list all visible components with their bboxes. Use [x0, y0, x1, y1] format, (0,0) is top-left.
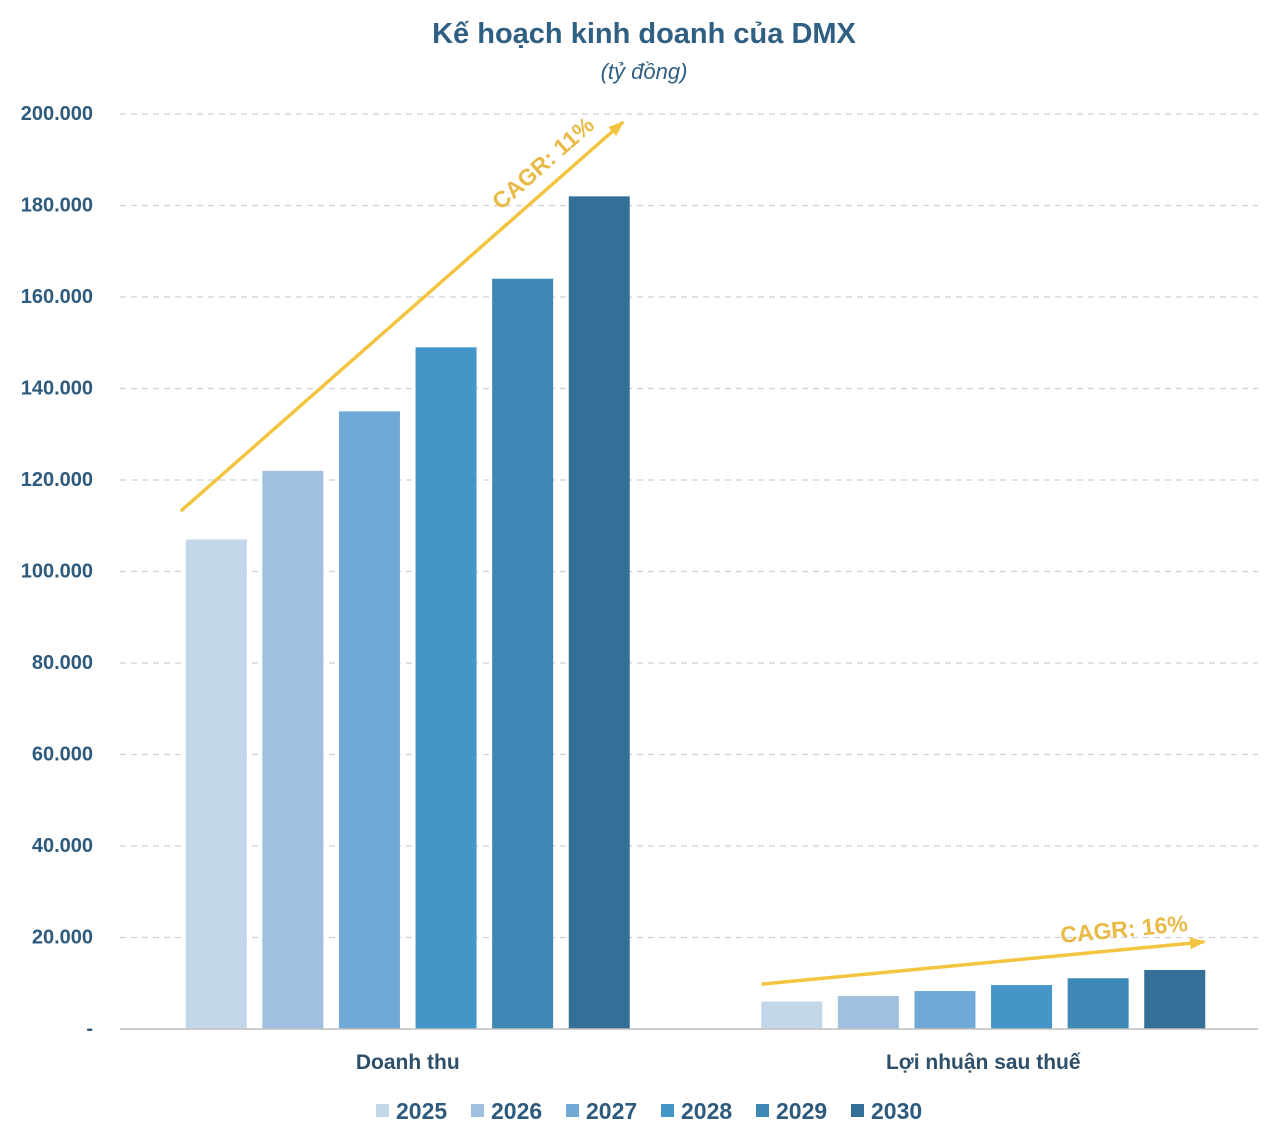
legend-swatch [851, 1104, 864, 1117]
bar-doanh-thu-2027 [338, 411, 400, 1029]
legend-item-2028: 2028 [661, 1098, 732, 1124]
bar-loi-nhuan-sau-thue-2026 [837, 996, 899, 1029]
y-tick-label: 100.000 [21, 561, 93, 583]
annotations: CAGR: 11% CAGR: 16% [180, 111, 1206, 986]
bar-loi-nhuan-sau-thue-2028 [991, 985, 1053, 1029]
cagr-arrow [761, 937, 1206, 986]
chart-subtitle: (tỷ đồng) [601, 59, 688, 84]
y-tick-label: 180.000 [21, 195, 93, 217]
bar-loi-nhuan-sau-thue-2027 [914, 991, 976, 1029]
y-tick-label: 20.000 [32, 927, 93, 949]
chart-title: Kế hoạch kinh doanh của DMX [432, 18, 856, 50]
bar-doanh-thu-2030 [568, 196, 630, 1030]
bar-doanh-thu-2026 [262, 470, 324, 1030]
bar-loi-nhuan-sau-thue-2025 [761, 1001, 823, 1029]
legend-item-2025: 2025 [376, 1098, 447, 1124]
legend-swatch [471, 1104, 484, 1117]
bar-doanh-thu-2029 [492, 278, 554, 1029]
legend-swatch [756, 1104, 769, 1117]
legend-item-2030: 2030 [851, 1098, 922, 1124]
cagr-annotation-group: CAGR: 11% [180, 111, 625, 512]
x-axis-labels: Doanh thu Lợi nhuận sau thuế [356, 1051, 1081, 1074]
cagr-label: CAGR: 16% [1059, 910, 1189, 948]
legend-item-2026: 2026 [471, 1098, 542, 1124]
y-tick-label: 40.000 [32, 835, 93, 857]
bar-doanh-thu-2028 [415, 347, 477, 1029]
y-tick-label: 200.000 [21, 103, 93, 125]
legend-swatch [661, 1104, 674, 1117]
bar-group-doanh-thu [185, 196, 630, 1030]
cagr-annotation-group: CAGR: 16% [761, 910, 1206, 986]
bar-loi-nhuan-sau-thue-2030 [1144, 969, 1206, 1029]
legend-label: 2030 [871, 1098, 922, 1124]
legend-swatch [376, 1104, 389, 1117]
legend-label: 2028 [681, 1098, 732, 1124]
bar-loi-nhuan-sau-thue-2029 [1067, 978, 1129, 1029]
legend-label: 2025 [396, 1098, 447, 1124]
y-tick-label: 80.000 [32, 652, 93, 674]
legend-swatch [566, 1104, 579, 1117]
y-tick-label: 160.000 [21, 286, 93, 308]
legend-item-2027: 2027 [566, 1098, 637, 1124]
legend-label: 2029 [776, 1098, 827, 1124]
bar-group-loi-nhuan-sau-thue [761, 969, 1206, 1029]
x-category-label: Lợi nhuận sau thuế [886, 1051, 1081, 1074]
legend-item-2029: 2029 [756, 1098, 827, 1124]
cagr-arrow [180, 121, 625, 512]
legend: 2025 2026 2027 2028 2029 2030 [376, 1098, 922, 1124]
y-tick-label: - [86, 1018, 93, 1040]
bars [185, 196, 1206, 1030]
y-tick-label: 120.000 [21, 469, 93, 491]
x-category-label: Doanh thu [356, 1051, 460, 1074]
legend-label: 2026 [491, 1098, 542, 1124]
y-axis-ticks: - 20.000 40.000 60.000 80.000 100.000 120.000 1… [21, 103, 93, 1040]
y-tick-label: 60.000 [32, 744, 93, 766]
bar-doanh-thu-2025 [185, 539, 247, 1029]
legend-label: 2027 [586, 1098, 637, 1124]
y-tick-label: 140.000 [21, 378, 93, 400]
